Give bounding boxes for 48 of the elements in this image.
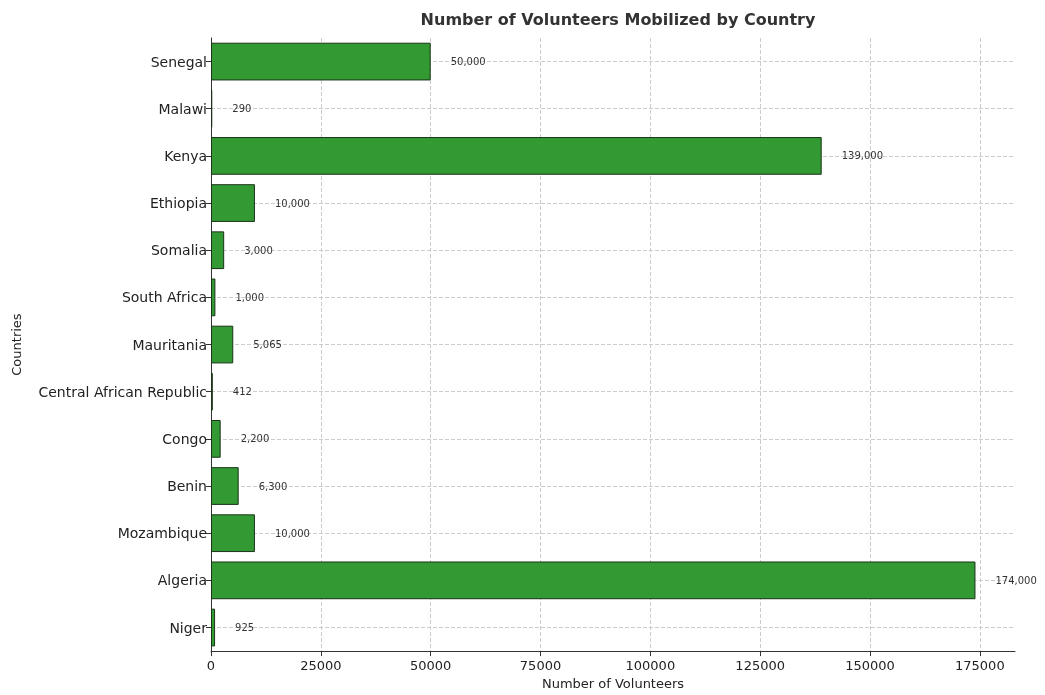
data-label: 3,000	[244, 244, 273, 256]
data-label: 412	[232, 386, 252, 398]
data-label: 6,300	[258, 480, 288, 492]
data-label: 139,000	[841, 150, 884, 162]
y-tick-label: Ethiopia	[149, 195, 207, 212]
x-tick-label: 50000	[409, 658, 452, 674]
data-label: 1,000	[235, 291, 265, 303]
data-label: 5,065	[253, 339, 282, 351]
chart-title: Number of Volunteers Mobilized by Country	[420, 9, 816, 29]
bar	[211, 325, 234, 364]
y-tick-label: Algeria	[157, 572, 207, 589]
data-label: 2,200	[240, 433, 270, 445]
x-tick-label: 150000	[845, 658, 895, 674]
x-tick-label: 25000	[300, 658, 342, 674]
bar	[211, 467, 239, 505]
y-tick-label: Mauritania	[132, 336, 207, 353]
data-label: 10,000	[274, 197, 310, 209]
bar	[211, 42, 431, 81]
data-label: 174,000	[995, 574, 1037, 586]
bar	[211, 184, 255, 222]
data-label: 50,000	[450, 56, 486, 68]
y-tick-label: Somalia	[150, 242, 207, 259]
bar	[211, 420, 221, 458]
x-axis-title: Number of Volunteers	[541, 676, 685, 691]
y-tick-label: Malawi	[158, 100, 207, 117]
x-tick-label: 100000	[625, 658, 676, 674]
bar	[211, 278, 216, 317]
y-tick-label: Senegal	[150, 53, 207, 70]
bar	[211, 514, 255, 553]
x-tick-label: 75000	[519, 658, 562, 674]
y-tick-label: Niger	[169, 619, 208, 636]
bar	[211, 231, 225, 270]
data-label: 290	[232, 103, 252, 115]
x-tick-label: 125000	[735, 658, 785, 674]
y-tick-label: Mozambique	[117, 525, 207, 542]
y-tick-label: Congo	[162, 430, 207, 447]
data-label: 10,000	[274, 527, 310, 539]
bar	[211, 561, 976, 600]
y-tick-label: Kenya	[164, 147, 207, 164]
x-tick-label: 0	[206, 658, 216, 674]
y-axis-title: Countries	[9, 313, 24, 376]
bar	[211, 137, 822, 175]
y-tick-label: Benin	[167, 478, 207, 495]
y-tick-label: Central African Republic	[38, 383, 207, 400]
data-label: 925	[235, 622, 255, 634]
bar	[211, 608, 216, 647]
x-tick-label: 175000	[955, 658, 1005, 674]
y-tick-label: South Africa	[121, 289, 207, 306]
